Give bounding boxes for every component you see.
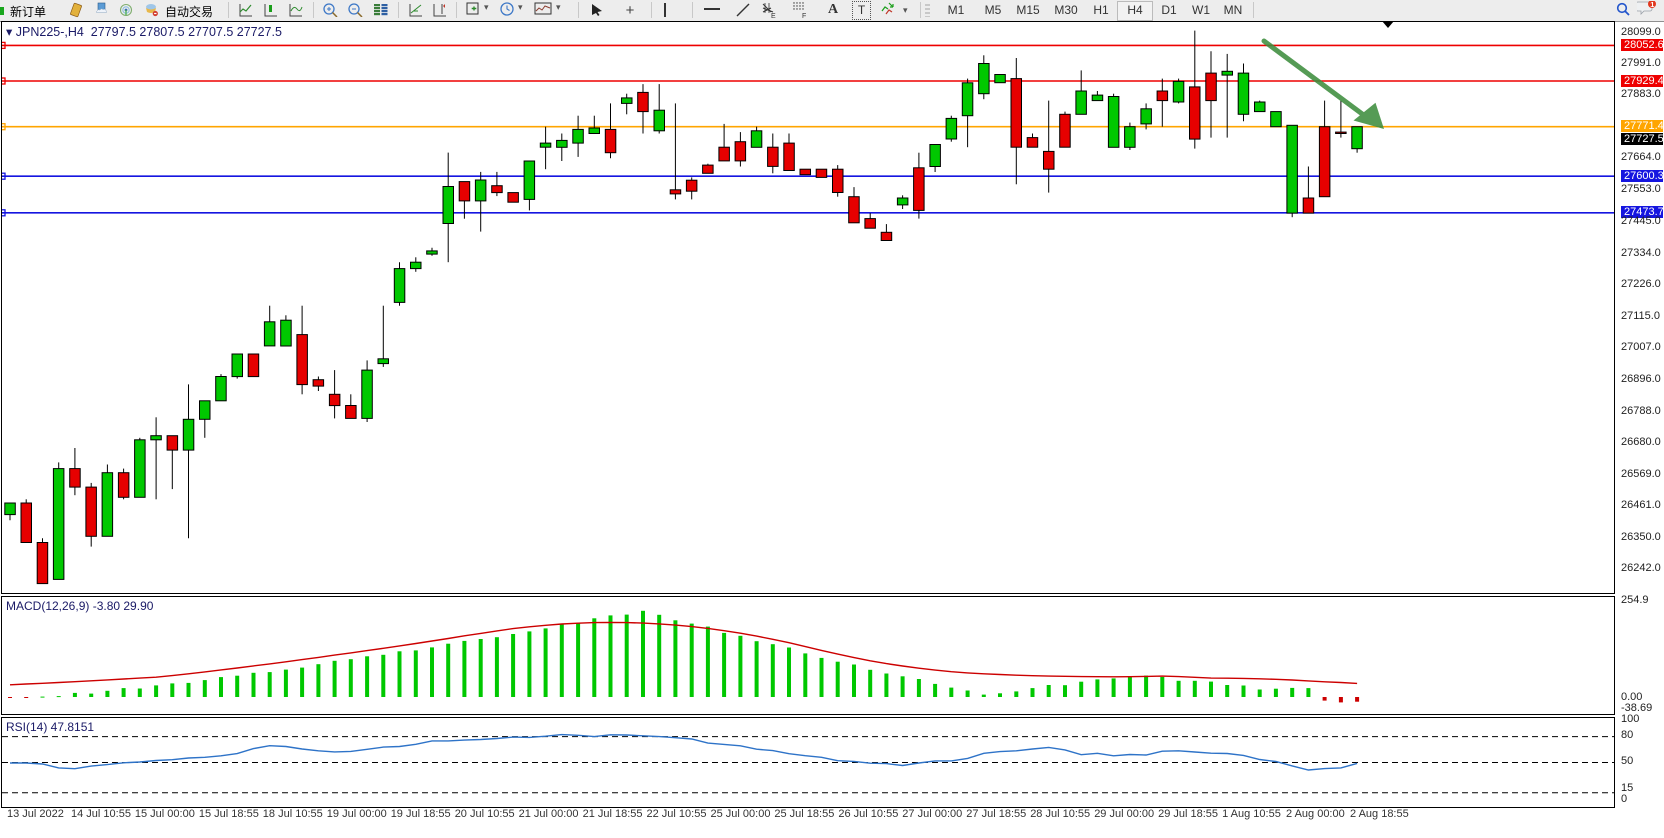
svg-text:F: F <box>802 13 806 19</box>
svg-text:E: E <box>771 13 776 19</box>
svg-text:1: 1 <box>1650 1 1654 9</box>
